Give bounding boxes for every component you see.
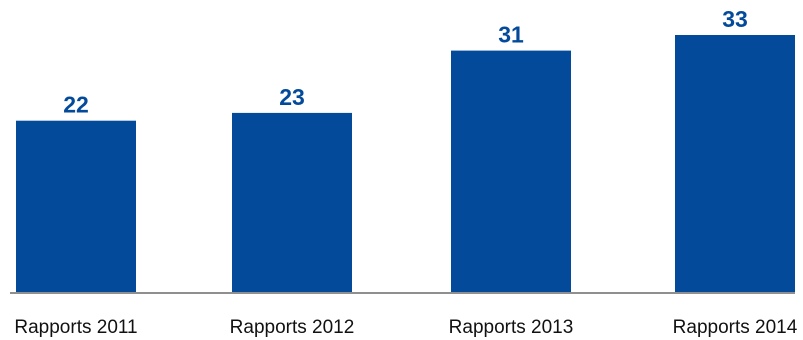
data-label-2: 31 [498, 22, 524, 48]
bar-0 [16, 120, 136, 292]
x-tick-label-2: Rapports 2013 [449, 317, 574, 338]
bar-2 [451, 50, 571, 292]
x-tick-label-1: Rapports 2012 [230, 317, 355, 338]
bar-3 [675, 35, 795, 292]
data-label-3: 33 [722, 6, 748, 32]
x-tick-label-3: Rapports 2014 [673, 317, 798, 338]
data-label-0: 22 [63, 92, 89, 118]
data-label-1: 23 [279, 84, 305, 110]
bar-1 [232, 112, 352, 293]
x-tick-label-0: Rapports 2011 [14, 317, 137, 338]
